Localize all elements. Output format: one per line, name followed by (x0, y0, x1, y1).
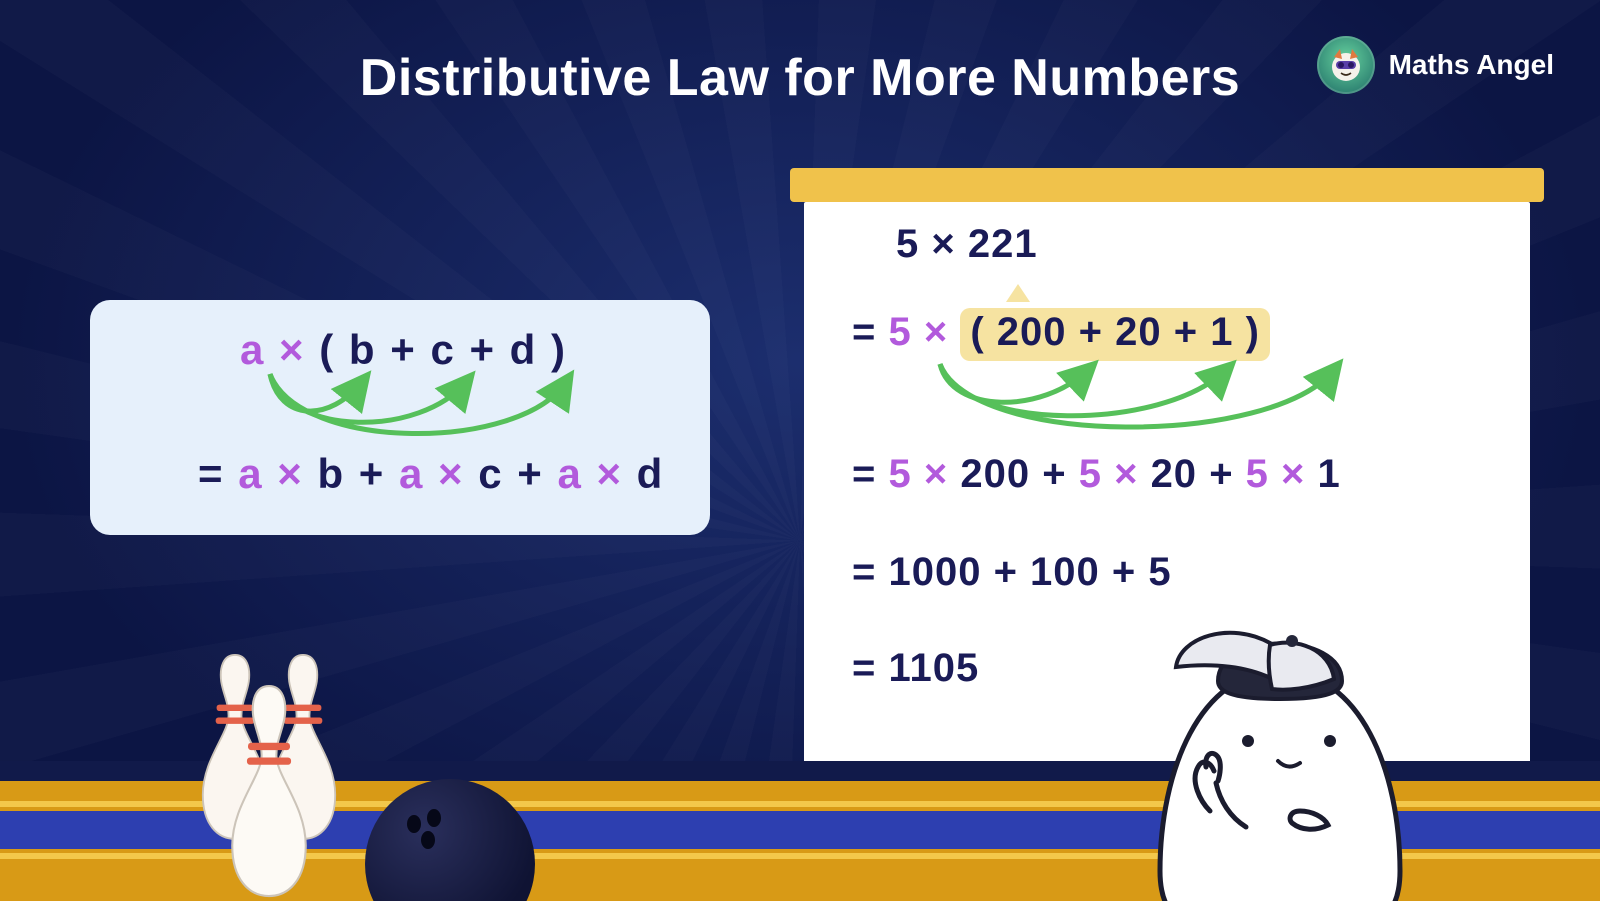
eq: = (852, 452, 876, 496)
paren-close: ) (1246, 310, 1260, 354)
op-times: × (277, 450, 304, 497)
op-plus: + (1209, 452, 1233, 496)
p3a: 5 (1246, 452, 1269, 496)
var-a: a (399, 450, 424, 497)
op-plus: + (359, 450, 386, 497)
brand-name: Maths Angel (1389, 49, 1554, 81)
op-plus: + (517, 450, 544, 497)
mascot-head-icon (1326, 45, 1366, 85)
op-times: × (924, 310, 948, 354)
bowling-ball-icon (365, 779, 535, 901)
var-b: b (317, 450, 345, 497)
formula-card: a × ( b + c + d ) (90, 300, 710, 535)
t1: 200 (997, 310, 1067, 354)
example-row-5: = 1105 (852, 646, 979, 691)
character-icon (1120, 571, 1440, 901)
var-c: c (478, 450, 503, 497)
op-plus: + (1079, 310, 1103, 354)
op-plus: + (1042, 452, 1066, 496)
p2b: 20 (1151, 452, 1198, 496)
distribute-arrows-icon (912, 352, 1392, 462)
p1a: 5 (888, 452, 911, 496)
var-a: a (238, 450, 263, 497)
t3: 1 (1210, 310, 1233, 354)
pin-icon (224, 680, 314, 901)
op-times: × (1114, 452, 1138, 496)
var-a: a (557, 450, 582, 497)
op-plus: + (1174, 310, 1198, 354)
formula-line-2: = a × b + a × c + a × d (198, 450, 664, 498)
brand-logo-icon (1317, 36, 1375, 94)
distribute-arrows-icon (240, 362, 620, 462)
highlight-pointer-icon (1006, 284, 1030, 302)
t2: 20 (1115, 310, 1162, 354)
board-topbar (790, 168, 1544, 202)
paren-open: ( (970, 310, 984, 354)
p3b: 1 (1318, 452, 1341, 496)
op-times: × (596, 450, 623, 497)
eq: = (198, 450, 225, 497)
eq: = (852, 310, 876, 354)
five: 5 (888, 310, 911, 354)
op-times: × (924, 452, 948, 496)
brand: Maths Angel (1317, 36, 1554, 94)
var-d: d (637, 450, 665, 497)
example-row-1: 5 × 221 (896, 222, 1038, 267)
p1b: 200 (960, 452, 1030, 496)
op-times: × (1281, 452, 1305, 496)
p2a: 5 (1079, 452, 1102, 496)
example-row-3: = 5 × 200 + 5 × 20 + 5 (852, 452, 1341, 497)
stage: Distributive Law for More Numbers Maths … (0, 0, 1600, 901)
op-times: × (438, 450, 465, 497)
